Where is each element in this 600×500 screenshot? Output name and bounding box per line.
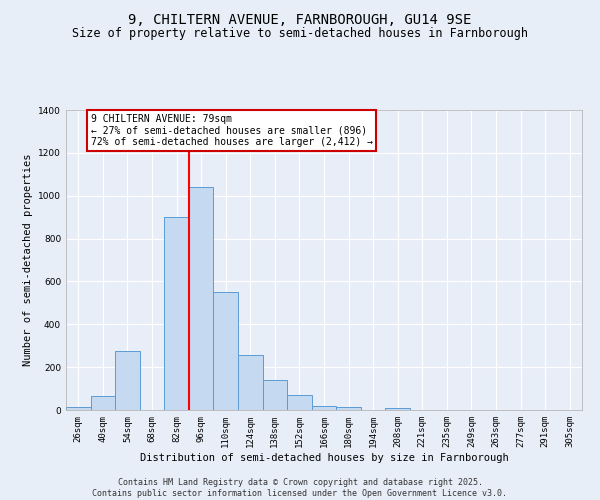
Bar xyxy=(214,292,238,410)
Bar xyxy=(287,395,312,410)
Bar xyxy=(263,380,287,410)
Bar xyxy=(336,407,361,410)
Y-axis label: Number of semi-detached properties: Number of semi-detached properties xyxy=(23,154,32,366)
Bar xyxy=(115,351,140,410)
Bar xyxy=(66,407,91,410)
Text: 9, CHILTERN AVENUE, FARNBOROUGH, GU14 9SE: 9, CHILTERN AVENUE, FARNBOROUGH, GU14 9S… xyxy=(128,12,472,26)
Bar xyxy=(312,406,336,410)
Text: 9 CHILTERN AVENUE: 79sqm
← 27% of semi-detached houses are smaller (896)
72% of : 9 CHILTERN AVENUE: 79sqm ← 27% of semi-d… xyxy=(91,114,373,148)
Bar xyxy=(189,187,214,410)
Bar xyxy=(385,408,410,410)
Bar xyxy=(238,356,263,410)
Bar xyxy=(91,396,115,410)
Text: Contains HM Land Registry data © Crown copyright and database right 2025.
Contai: Contains HM Land Registry data © Crown c… xyxy=(92,478,508,498)
Text: Size of property relative to semi-detached houses in Farnborough: Size of property relative to semi-detach… xyxy=(72,28,528,40)
X-axis label: Distribution of semi-detached houses by size in Farnborough: Distribution of semi-detached houses by … xyxy=(140,452,508,462)
Bar xyxy=(164,217,189,410)
